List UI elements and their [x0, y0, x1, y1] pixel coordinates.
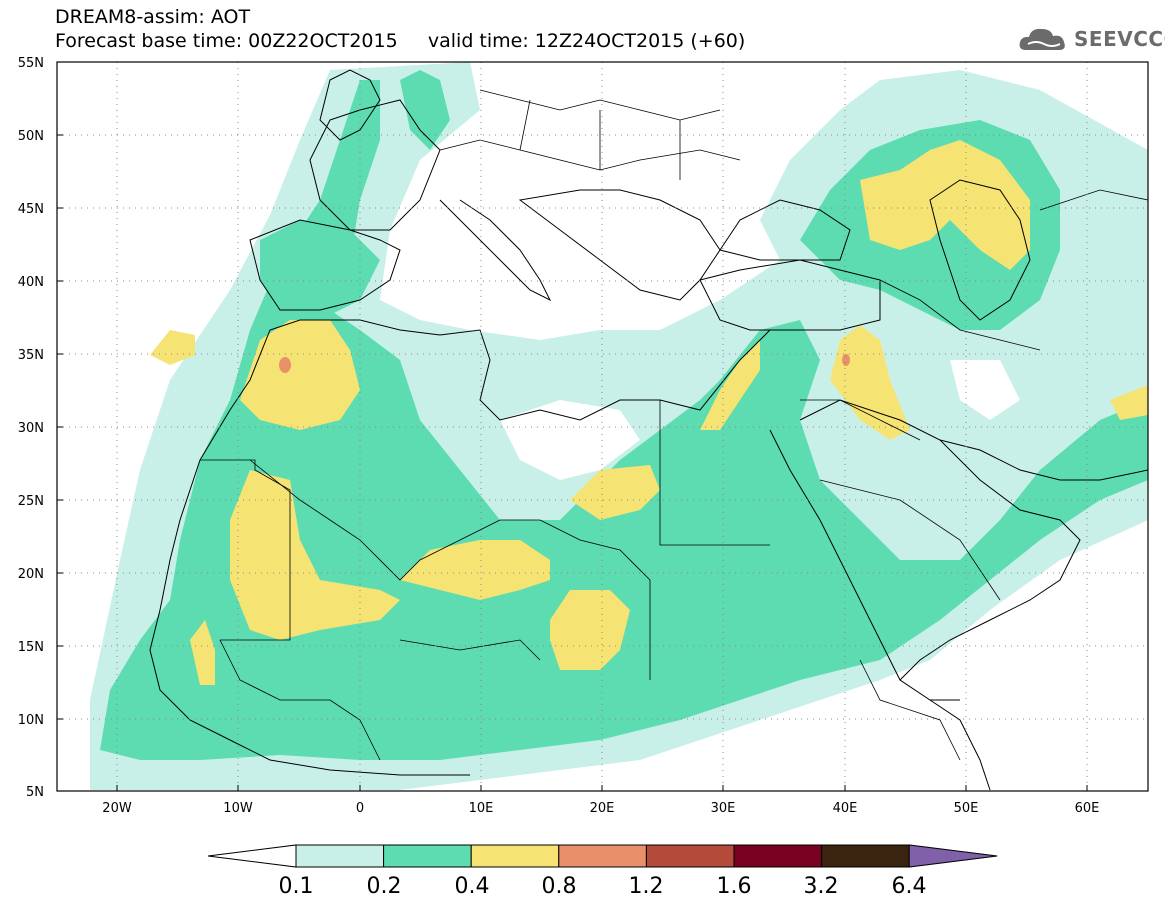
- coast-arabia: [799, 399, 1081, 681]
- aot-level-04-caspian: [860, 140, 1030, 270]
- border-iraq: [800, 399, 921, 441]
- aot-level-04-sahara-west: [230, 470, 400, 640]
- lat-label: 5N: [26, 785, 44, 800]
- aot-level-04-niger: [400, 540, 550, 600]
- border-ethiopia: [859, 659, 961, 761]
- colorbar-swatches: [207, 844, 998, 868]
- lon-label: 20W: [102, 801, 132, 816]
- colorbar-labels: 0.1 0.2 0.4 0.8 1.2 1.6 3.2 6.4: [279, 874, 927, 899]
- border-saudi: [819, 479, 1001, 601]
- coast-iberia: [249, 219, 401, 311]
- colorbar-swatch: [733, 844, 823, 868]
- aot-level-04-gulf: [1110, 385, 1148, 420]
- border-europe-3: [519, 99, 681, 180]
- lon-label: 60E: [1075, 801, 1100, 816]
- aot-level-04-senegal: [190, 620, 215, 685]
- coast-persian-gulf: [939, 439, 1148, 481]
- colorbar-label: 0.8: [542, 874, 577, 899]
- colorbar-swatch: [558, 844, 647, 868]
- aot-level-04-atlantic: [150, 330, 195, 365]
- border-mauritania: [200, 459, 291, 641]
- aot-clear-area-2: [500, 400, 640, 480]
- coast-west-africa: [149, 459, 470, 776]
- coast-east-africa: [929, 699, 991, 791]
- map-title: DREAM8-assim: AOT: [55, 6, 251, 28]
- forecast-time-subtitle: Forecast base time: 00Z22OCT2015 valid t…: [55, 30, 746, 52]
- cloud-icon: [1019, 28, 1065, 50]
- seevccc-logo: SEEVCCC: [1018, 24, 1165, 54]
- coast-red-sea: [769, 429, 960, 701]
- coast-france: [309, 99, 441, 231]
- coast-italy: [439, 199, 552, 302]
- border-libya-egypt: [659, 400, 770, 546]
- lon-label: 20E: [590, 801, 615, 816]
- logo-text: SEEVCCC: [1074, 27, 1165, 51]
- aot-level-04-morocco: [240, 320, 360, 430]
- aot-level-08-iraq: [842, 354, 850, 366]
- aot-level-04-libya: [570, 465, 660, 520]
- coast-uk: [319, 69, 381, 141]
- colorbar-swatch: [821, 844, 910, 868]
- lat-label: 15N: [18, 640, 44, 655]
- aot-level-08-morocco: [279, 357, 291, 373]
- lon-labels: 20W 10W 0 10E 20E 30E 40E 50E 60E: [102, 801, 1099, 816]
- lat-label: 40N: [18, 275, 44, 290]
- aot-level-02-iberia: [260, 220, 380, 320]
- lat-label: 10N: [18, 713, 44, 728]
- border-europe-1: [439, 139, 741, 171]
- aot-clear-area: [420, 130, 740, 320]
- country-borders: [200, 89, 1148, 761]
- lat-label: 55N: [18, 56, 44, 71]
- colorbar-label: 0.4: [455, 874, 490, 899]
- coast-black-sea: [719, 199, 851, 261]
- aot-level-04-levant: [700, 340, 760, 430]
- border-west-africa: [219, 639, 381, 761]
- colorbar-label: 0.1: [279, 874, 314, 899]
- lon-label: 0: [356, 801, 364, 816]
- border-sudan-chad: [539, 519, 651, 680]
- colorbar-label: 3.2: [804, 874, 839, 899]
- lon-label: 30E: [711, 801, 736, 816]
- aot-level-04-chad: [550, 590, 630, 670]
- colorbar-swatch: [295, 844, 385, 868]
- coastlines: [149, 69, 1148, 791]
- colorbar-label: 0.2: [367, 874, 402, 899]
- colorbar-min-arrow: [207, 844, 297, 868]
- lon-label: 10E: [469, 801, 494, 816]
- border-algeria-mali: [249, 459, 501, 581]
- coast-balkans: [518, 189, 721, 301]
- colorbar-swatch: [645, 844, 735, 868]
- lon-label: 50E: [954, 801, 979, 816]
- colorbar-label: 6.4: [892, 874, 927, 899]
- lat-label: 30N: [18, 421, 44, 436]
- aot-fields: [90, 62, 1148, 790]
- lat-label: 45N: [18, 202, 44, 217]
- colorbar-max-arrow: [908, 844, 998, 868]
- lat-label: 20N: [18, 567, 44, 582]
- colorbar-swatch: [383, 844, 472, 868]
- border-niger-nigeria: [399, 639, 541, 661]
- colorbar-swatch: [470, 844, 560, 868]
- axis-ticks: [57, 61, 1088, 792]
- coast-north-africa: [199, 319, 790, 461]
- lat-labels: 55N 50N 45N 40N 35N 30N 25N 20N 15N 10N …: [18, 56, 44, 800]
- aot-clear-area-3: [950, 360, 1020, 420]
- border-iran: [879, 279, 1041, 351]
- lon-label: 10W: [223, 801, 253, 816]
- coast-caspian: [929, 179, 1031, 321]
- colorbar-label: 1.6: [717, 874, 752, 899]
- lon-label: 40E: [833, 801, 858, 816]
- border-kazakhstan: [1039, 189, 1148, 211]
- coast-turkey: [699, 259, 881, 331]
- aot-level-02-europe: [400, 70, 450, 150]
- colorbar-label: 1.2: [629, 874, 664, 899]
- lat-label: 50N: [18, 129, 44, 144]
- lat-label: 25N: [18, 494, 44, 509]
- lat-label: 35N: [18, 348, 44, 363]
